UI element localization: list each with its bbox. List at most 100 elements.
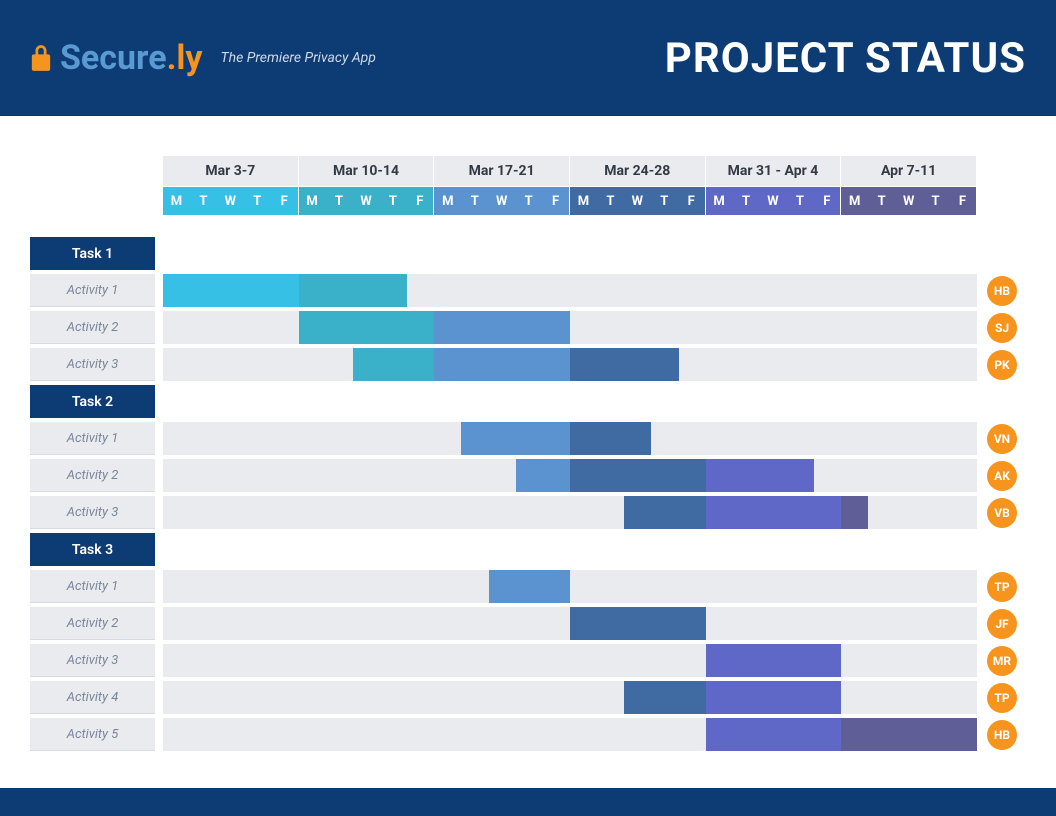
task-row: Task 2	[30, 385, 1026, 418]
activity-label: Activity 5	[30, 718, 155, 751]
day-header: T	[244, 187, 271, 215]
tagline: The Premiere Privacy App	[221, 50, 376, 66]
assignee-badge: JF	[987, 609, 1017, 639]
day-header: T	[922, 187, 949, 215]
day-header: W	[624, 187, 651, 215]
gantt-bar	[706, 681, 842, 714]
activity-label: Activity 2	[30, 459, 155, 492]
day-header: M	[841, 187, 868, 215]
gantt-bar	[841, 496, 868, 529]
week-header: Mar 24-28	[570, 156, 705, 186]
activity-label: Activity 1	[30, 570, 155, 603]
assignee-badge: MR	[987, 646, 1017, 676]
day-header: F	[542, 187, 569, 215]
gantt-bar	[570, 348, 679, 381]
week-headers: Mar 3-7Mar 10-14Mar 17-21Mar 24-28Mar 31…	[163, 156, 1026, 186]
logo: Secure.ly	[30, 38, 203, 78]
gantt-bar	[516, 459, 570, 492]
week-header: Mar 31 - Apr 4	[706, 156, 841, 186]
gantt-bar	[706, 496, 842, 529]
activity-track	[163, 681, 977, 714]
day-header: T	[786, 187, 813, 215]
activity-row: Activity 2SJ	[30, 311, 1026, 344]
brand-part1: Secure	[60, 38, 167, 78]
activity-label: Activity 2	[30, 607, 155, 640]
gantt-bar	[570, 459, 706, 492]
day-header: T	[461, 187, 488, 215]
activity-label: Activity 3	[30, 348, 155, 381]
gantt-bar	[434, 311, 570, 344]
activity-row: Activity 4 TP	[30, 681, 1026, 714]
day-header-block: MTWTF	[570, 187, 705, 215]
day-header: W	[760, 187, 787, 215]
activity-track	[163, 311, 977, 344]
day-header: F	[678, 187, 705, 215]
day-header: W	[217, 187, 244, 215]
day-header-block: MTWTF	[841, 187, 976, 215]
assignee-badge: VN	[987, 424, 1017, 454]
gantt-bar	[841, 718, 977, 751]
task-label: Task 2	[30, 385, 155, 418]
assignee-badge: TP	[987, 572, 1017, 602]
activity-track	[163, 496, 977, 529]
assignee-badge: HB	[987, 720, 1017, 750]
week-header: Mar 17-21	[434, 156, 569, 186]
day-header-block: MTWTF	[706, 187, 841, 215]
gantt-bar	[624, 681, 705, 714]
gantt-rows: Task 1Activity 1HBActivity 2SJActivity 3…	[30, 237, 1026, 751]
gantt-bar	[461, 422, 570, 455]
day-header: T	[597, 187, 624, 215]
activity-row: Activity 1 TP	[30, 570, 1026, 603]
gantt-bar	[570, 422, 651, 455]
day-header: T	[868, 187, 895, 215]
lock-icon	[30, 45, 52, 71]
activity-track	[163, 422, 977, 455]
assignee-badge: VB	[987, 498, 1017, 528]
page-title: PROJECT STATUS	[665, 34, 1026, 83]
day-header: M	[163, 187, 190, 215]
activity-row: Activity 3 PK	[30, 348, 1026, 381]
assignee-badge: TP	[987, 683, 1017, 713]
gantt-bar	[163, 274, 299, 307]
activity-row: Activity 2 JF	[30, 607, 1026, 640]
week-header: Mar 10-14	[299, 156, 434, 186]
assignee-badge: AK	[987, 461, 1017, 491]
day-header: T	[733, 187, 760, 215]
activity-row: Activity 2 AK	[30, 459, 1026, 492]
brand-part2: .ly	[167, 38, 203, 78]
activity-track	[163, 274, 977, 307]
day-header: F	[406, 187, 433, 215]
day-header: T	[515, 187, 542, 215]
activity-track	[163, 607, 977, 640]
gantt-bar	[434, 348, 570, 381]
day-header: F	[813, 187, 840, 215]
day-headers: MTWTFMTWTFMTWTFMTWTFMTWTFMTWTF	[163, 187, 1026, 215]
gantt-bar	[489, 570, 570, 603]
day-header-block: MTWTF	[163, 187, 298, 215]
activity-label: Activity 3	[30, 644, 155, 677]
logo-text: Secure.ly	[60, 38, 203, 78]
day-header-block: MTWTF	[434, 187, 569, 215]
page-header: Secure.ly The Premiere Privacy App PROJE…	[0, 0, 1056, 116]
gantt-bar	[353, 348, 434, 381]
activity-label: Activity 1	[30, 274, 155, 307]
activity-label: Activity 3	[30, 496, 155, 529]
activity-track	[163, 459, 977, 492]
activity-row: Activity 1VN	[30, 422, 1026, 455]
activity-label: Activity 4	[30, 681, 155, 714]
gantt-bar	[706, 459, 815, 492]
activity-row: Activity 1HB	[30, 274, 1026, 307]
day-header: W	[353, 187, 380, 215]
gantt-bar	[706, 644, 842, 677]
day-header: T	[651, 187, 678, 215]
activity-row: Activity 5 HB	[30, 718, 1026, 751]
week-header: Apr 7-11	[841, 156, 976, 186]
day-header: T	[379, 187, 406, 215]
gantt-bar	[706, 718, 842, 751]
gantt-bar	[299, 274, 408, 307]
task-row: Task 1	[30, 237, 1026, 270]
assignee-badge: PK	[987, 350, 1017, 380]
gantt-chart: Mar 3-7Mar 10-14Mar 17-21Mar 24-28Mar 31…	[30, 156, 1026, 755]
activity-track	[163, 718, 977, 751]
task-row: Task 3	[30, 533, 1026, 566]
